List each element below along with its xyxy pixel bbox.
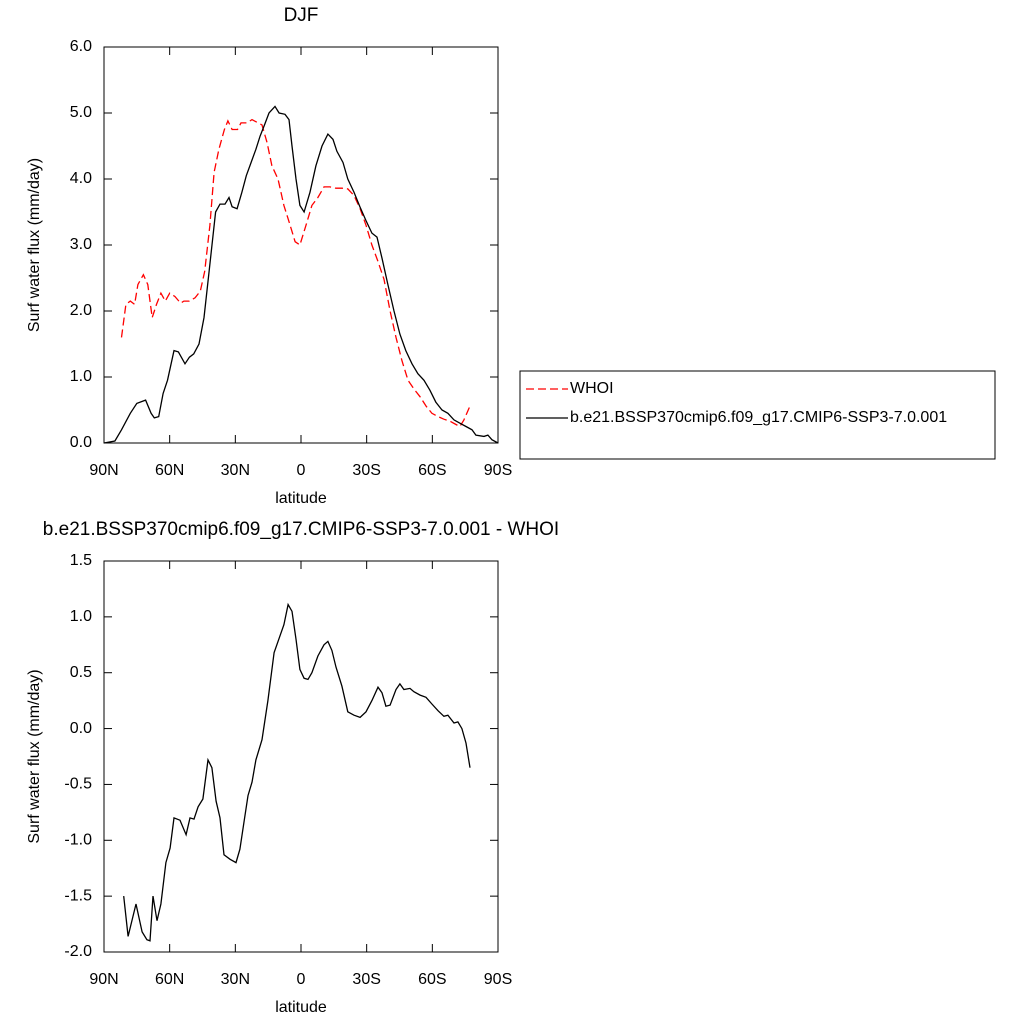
data-line	[120, 118, 471, 428]
x-tick-label: 60N	[155, 971, 184, 988]
plot-frame	[103, 560, 499, 953]
data-line	[123, 602, 471, 942]
x-tick-label: 30S	[352, 971, 380, 988]
chart-title: DJF	[284, 5, 319, 26]
x-axis-label: latitude	[275, 490, 327, 507]
y-axis-label: Surf water flux (mm/day)	[26, 158, 43, 332]
x-tick-label: 60S	[418, 462, 446, 479]
x-axis-label: latitude	[275, 999, 327, 1016]
x-tick-label: 90N	[89, 971, 118, 988]
plot-frame	[103, 46, 499, 444]
y-tick-label: -2.0	[64, 943, 92, 960]
x-tick-label: 0	[297, 462, 306, 479]
x-tick-label: 90S	[484, 971, 512, 988]
x-tick-label: 60N	[155, 462, 184, 479]
y-tick-label: 5.0	[70, 104, 92, 121]
y-tick-label: 6.0	[70, 38, 92, 55]
y-tick-label: 3.0	[70, 236, 92, 253]
data-line	[103, 105, 499, 444]
x-tick-label: 30N	[221, 462, 250, 479]
legend-label: b.e21.BSSP370cmip6.f09_g17.CMIP6-SSP3-7.…	[570, 409, 947, 426]
x-tick-label: 0	[297, 971, 306, 988]
y-tick-label: 0.0	[70, 720, 92, 737]
x-tick-label: 60S	[418, 971, 446, 988]
y-tick-label: 1.0	[70, 368, 92, 385]
y-tick-label: 0.5	[70, 664, 92, 681]
legend-box	[519, 370, 996, 460]
x-tick-label: 90S	[484, 462, 512, 479]
chart-title: b.e21.BSSP370cmip6.f09_g17.CMIP6-SSP3-7.…	[43, 519, 559, 540]
y-axis-label: Surf water flux (mm/day)	[26, 669, 43, 843]
y-tick-label: 2.0	[70, 302, 92, 319]
y-tick-label: -0.5	[64, 776, 92, 793]
y-tick-label: 4.0	[70, 170, 92, 187]
y-tick-label: 1.5	[70, 552, 92, 569]
y-tick-label: -1.5	[64, 887, 92, 904]
legend-label: WHOI	[570, 380, 614, 397]
x-tick-label: 30N	[221, 971, 250, 988]
y-tick-label: -1.0	[64, 832, 92, 849]
x-tick-label: 30S	[352, 462, 380, 479]
y-tick-label: 1.0	[70, 608, 92, 625]
x-tick-label: 90N	[89, 462, 118, 479]
y-tick-label: 0.0	[70, 434, 92, 451]
